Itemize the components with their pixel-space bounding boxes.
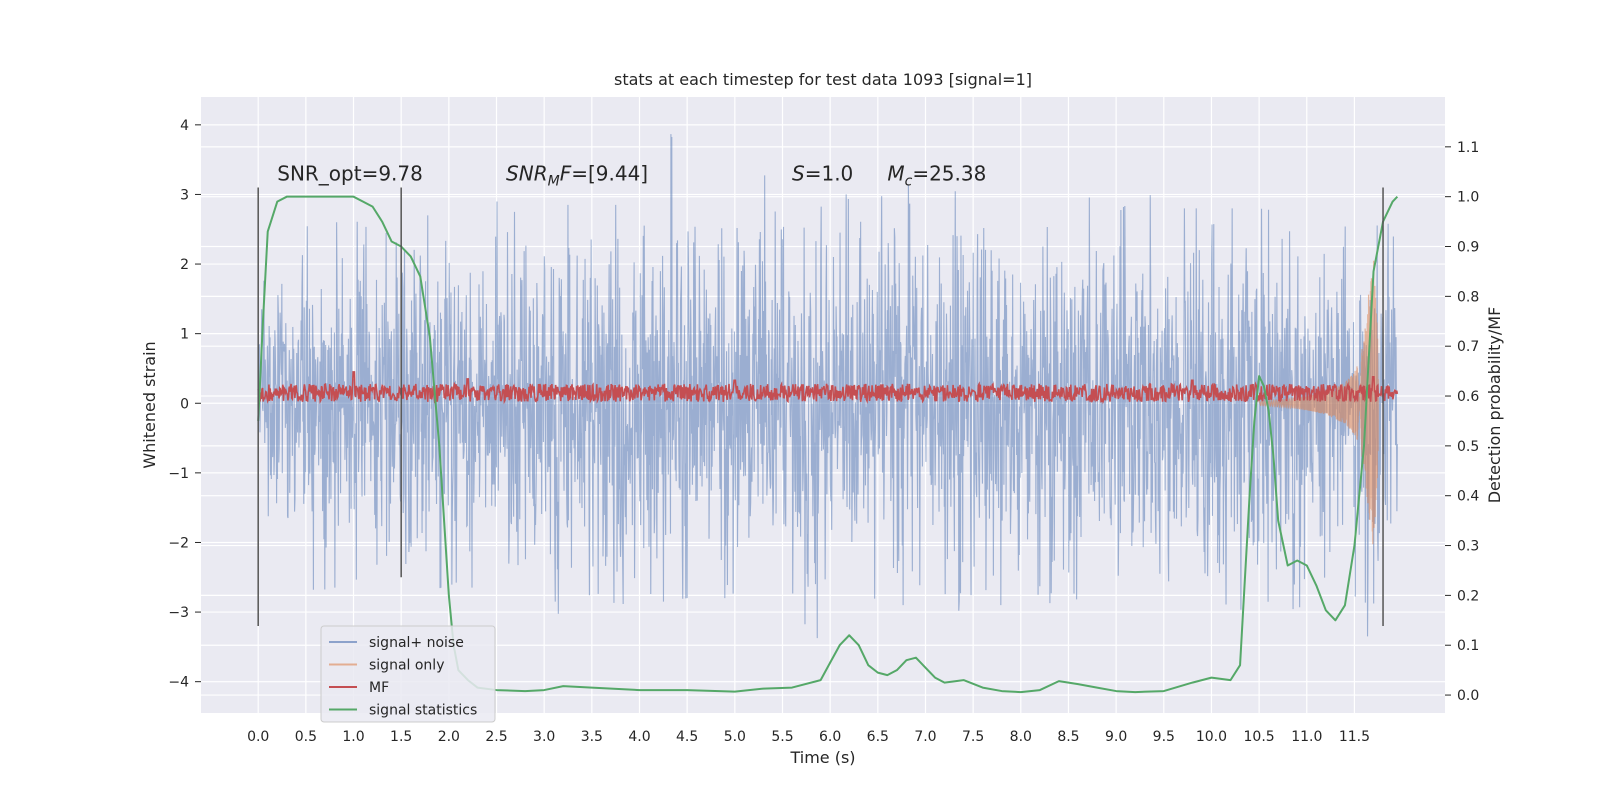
x-axis-label: Time (s)	[789, 748, 855, 767]
x-tick-label: 3.0	[533, 729, 555, 745]
x-tick-label: 8.5	[1057, 729, 1079, 745]
y-left-tick-label: 0	[180, 396, 189, 412]
y-right-tick-label: 0.2	[1457, 588, 1479, 604]
legend-box	[320, 625, 496, 723]
y-right-tick-label: 0.8	[1457, 289, 1479, 305]
legend-entry: signal+ noise	[369, 635, 464, 651]
y-right-tick-label: 0.7	[1457, 339, 1479, 355]
y-right-tick-label: 0.9	[1457, 240, 1479, 256]
chart-title: stats at each timestep for test data 109…	[614, 70, 1032, 89]
y-left-tick-label: −2	[168, 535, 189, 551]
x-tick-label: 9.5	[1153, 729, 1175, 745]
legend-entry: signal only	[369, 658, 444, 674]
series-layer	[257, 134, 1399, 694]
y-right-tick-label: 1.1	[1457, 140, 1479, 156]
x-tick-label: 8.0	[1010, 729, 1032, 745]
y-left-tick-label: −4	[168, 675, 189, 691]
y-left-axis-label: Whitened strain	[140, 341, 159, 468]
x-tick-label: 5.5	[771, 729, 793, 745]
x-tick-label: 7.0	[914, 729, 936, 745]
x-tick-label: 1.0	[342, 729, 364, 745]
x-tick-label: 11.5	[1339, 729, 1370, 745]
annotation: SNRMF=[9.44]	[506, 162, 648, 190]
y-right-tick-label: 0.4	[1457, 489, 1479, 505]
x-tick-label: 0.5	[295, 729, 317, 745]
x-tick-label: 0.0	[247, 729, 269, 745]
x-tick-label: 9.0	[1105, 729, 1127, 745]
x-tick-label: 11.0	[1291, 729, 1322, 745]
y-left-tick-label: −1	[168, 466, 189, 482]
legend-entry: MF	[369, 680, 389, 696]
y-left-tick-label: −3	[168, 605, 189, 621]
x-axis-ticks: 0.0 0.5 1.0 1.5 2.0 2.5 3.0 3.5 4.0 4.5 5.0 5.5 6.0 6…	[247, 729, 1370, 745]
y-right-tick-label: 0.0	[1457, 688, 1479, 704]
annotation: Mc=25.38	[887, 162, 986, 190]
x-tick-label: 1.5	[390, 729, 412, 745]
y-right-tick-label: 0.5	[1457, 439, 1479, 455]
y-right-axis-label: Detection probability/MF	[1485, 307, 1504, 504]
legend-entry: signal statistics	[369, 703, 477, 719]
series-mf	[257, 371, 1399, 405]
y-right-axis-ticks: 0.0 0.1 0.2 0.3 0.4 0.5 0.6 0.7 0.8 0.9 1.0 1.1	[1445, 140, 1479, 704]
y-left-tick-label: 1	[180, 327, 189, 343]
legend: signal+ noise signal only MF signal statist…	[320, 625, 496, 723]
y-left-tick-label: 4	[180, 118, 189, 134]
x-tick-label: 4.5	[676, 729, 698, 745]
y-right-tick-label: 0.6	[1457, 389, 1479, 405]
vertical-markers	[257, 187, 1384, 626]
x-tick-label: 2.5	[485, 729, 507, 745]
x-tick-label: 10.5	[1244, 729, 1275, 745]
series-signal-statistics	[257, 195, 1399, 694]
x-tick-label: 3.5	[581, 729, 603, 745]
x-tick-label: 7.5	[962, 729, 984, 745]
annotations: SNR_opt=9.78 SNRMF=[9.44] S=1.0 Mc=25.38	[277, 162, 986, 190]
x-tick-label: 6.0	[819, 729, 841, 745]
x-tick-label: 5.0	[724, 729, 746, 745]
x-tick-label: 10.0	[1196, 729, 1227, 745]
y-right-tick-label: 0.1	[1457, 638, 1479, 654]
x-tick-label: 4.0	[628, 729, 650, 745]
annotation: S=1.0	[792, 162, 853, 186]
series-signal-noise	[257, 134, 1398, 639]
x-tick-label: 2.0	[438, 729, 460, 745]
y-left-tick-label: 3	[180, 187, 189, 203]
x-tick-label: 6.5	[867, 729, 889, 745]
y-left-tick-label: 2	[180, 257, 189, 273]
y-right-tick-label: 1.0	[1457, 190, 1479, 206]
annotation: SNR_opt=9.78	[277, 162, 423, 186]
y-left-axis-ticks: −4 −3 −2 −1 0 1 2 3 4	[168, 118, 201, 691]
y-right-tick-label: 0.3	[1457, 539, 1479, 555]
